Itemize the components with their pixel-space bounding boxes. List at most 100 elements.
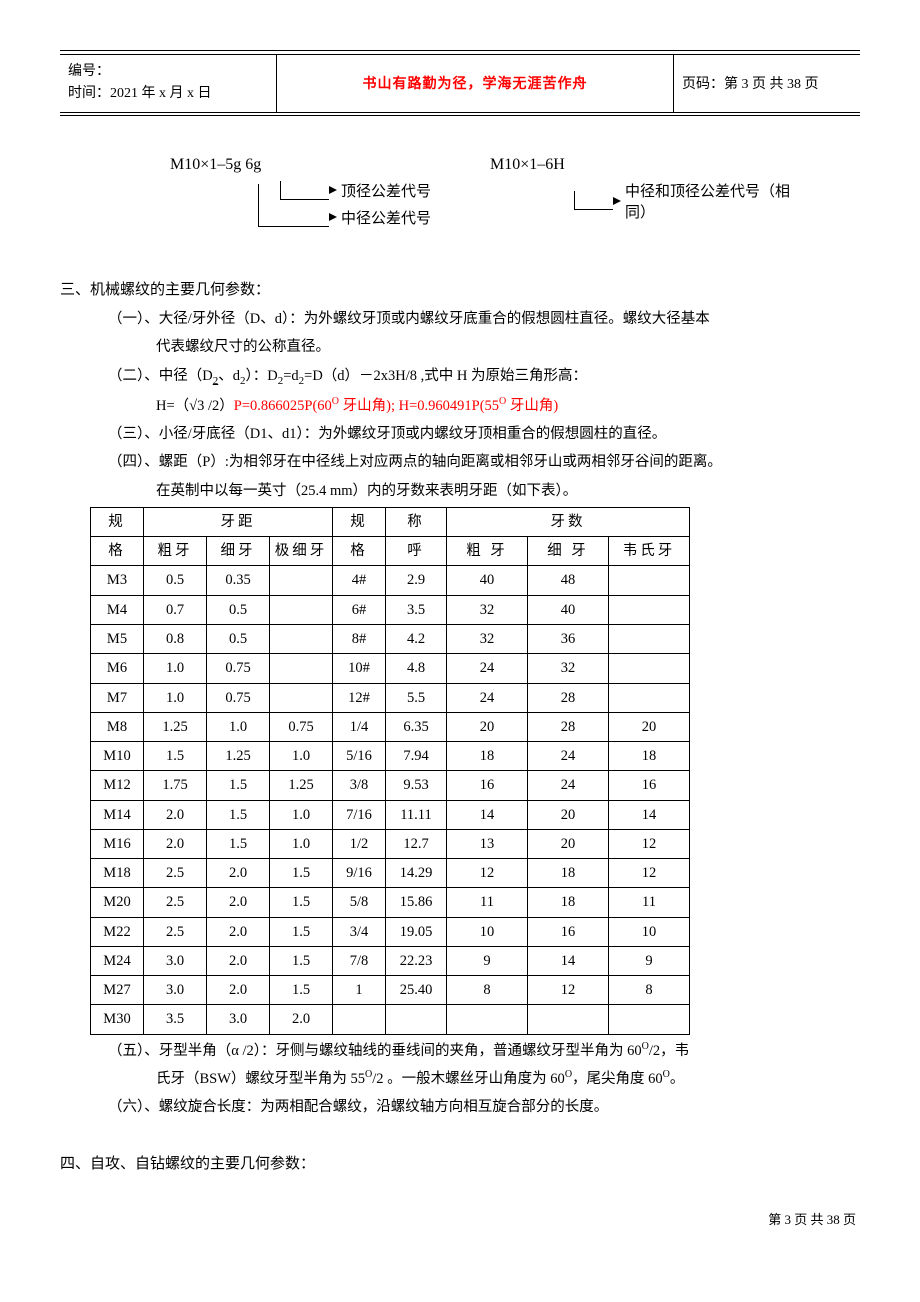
p2-h-red2: H=0.960491P(55 [395,398,499,414]
table-cell [270,595,333,624]
th-cy: 粗 牙 [447,537,528,566]
table-cell: 1.25 [270,771,333,800]
table-cell: 6.35 [386,712,447,741]
header-bottom-border [60,115,860,116]
left-code: M10×1–5g 6g [170,156,450,174]
table-cell: 13 [447,829,528,858]
table-cell: 14 [528,946,609,975]
table-cell: 8 [447,976,528,1005]
table-cell: 9 [447,946,528,975]
table-cell: 0.7 [144,595,207,624]
table-cell [609,625,690,654]
table-cell: 10# [333,654,386,683]
table-cell: 1.5 [270,976,333,1005]
table-cell: 24 [528,771,609,800]
table-row: M243.02.01.57/822.239149 [91,946,690,975]
table-cell: 8# [333,625,386,654]
table-cell: 1.0 [144,683,207,712]
table-cell: 10 [609,917,690,946]
th-gg2: 规 [333,507,386,536]
table-row: M142.01.51.07/1611.11142014 [91,800,690,829]
table-cell: M12 [91,771,144,800]
p5b-tail: 。 [670,1071,685,1087]
section-3-title: 三、机械螺纹的主要几何参数： [60,276,860,305]
table-cell: M16 [91,829,144,858]
p2-mid: ）：D [245,368,277,384]
p2-h-red1: P=0.866025P(60 [234,398,332,414]
table-cell: M14 [91,800,144,829]
table-cell: M10 [91,742,144,771]
table-cell: 7/16 [333,800,386,829]
p4-line2: 在英制中以每一英寸（25.4 mm）内的牙数来表明牙距（如下表）。 [156,477,860,505]
table-row: M61.00.7510#4.82432 [91,654,690,683]
table-cell: 1.0 [270,800,333,829]
th-hu: 呼 [386,537,447,566]
table-cell: 40 [447,566,528,595]
table-cell: 24 [447,683,528,712]
table-cell: M27 [91,976,144,1005]
page-header: 编号： 时间：2021 年 x 月 x 日 书山有路勤为径，学海无涯苦作舟 页码… [60,55,860,113]
table-cell: 4.2 [386,625,447,654]
table-cell: 2.9 [386,566,447,595]
table-cell: M3 [91,566,144,595]
table-row: M303.53.02.0 [91,1005,690,1034]
table-cell: 0.75 [207,654,270,683]
table-cell: 0.75 [270,712,333,741]
table-cell: 1/2 [333,829,386,858]
table-cell: 1.0 [270,742,333,771]
table-cell: 12 [609,859,690,888]
table-cell [270,625,333,654]
th-ws: 韦氏牙 [609,537,690,566]
section-4: 四、自攻、自钻螺纹的主要几何参数： [60,1150,860,1179]
table-row: M273.02.01.5125.408128 [91,976,690,1005]
table-cell: 25.40 [386,976,447,1005]
table-cell: 2.5 [144,888,207,917]
table-cell: 14 [447,800,528,829]
table-cell: 0.5 [207,625,270,654]
tolerance-diagram-left: M10×1–5g 6g 顶径公差代号 中径公差代号 [170,156,450,228]
table-cell: 20 [447,712,528,741]
table-row: M40.70.56#3.53240 [91,595,690,624]
table-cell: 0.5 [207,595,270,624]
table-row: M222.52.01.53/419.05101610 [91,917,690,946]
table-cell: 9 [609,946,690,975]
table-cell: 28 [528,683,609,712]
table-row: M71.00.7512#5.52428 [91,683,690,712]
th-ge: 格 [91,537,144,566]
table-header-row-2: 格 粗牙 细牙 极细牙 格 呼 粗 牙 细 牙 韦氏牙 [91,537,690,566]
table-cell: M6 [91,654,144,683]
right-label-1: 中径和顶径公差代号（相同） [625,180,810,222]
table-cell: 9.53 [386,771,447,800]
table-cell: 12# [333,683,386,712]
table-cell: 1.5 [207,800,270,829]
table-cell: 28 [528,712,609,741]
table-cell: 1.0 [144,654,207,683]
table-cell: M20 [91,888,144,917]
table-body: M30.50.354#2.94048M40.70.56#3.53240M50.8… [91,566,690,1034]
table-cell: 11.11 [386,800,447,829]
table-cell: 1.5 [207,771,270,800]
table-cell: 15.86 [386,888,447,917]
header-right-cell: 页码：第 3 页 共 38 页 [674,55,861,112]
section-3: 三、机械螺纹的主要几何参数： （一）、大径/牙外径（D、d）：为外螺纹牙顶或内螺… [60,276,860,1122]
p2-unit1: 牙山角); [339,398,395,414]
table-cell: 1.5 [144,742,207,771]
table-cell: 2.0 [207,946,270,975]
p1-line1: （一）、大径/牙外径（D、d）：为外螺纹牙顶或内螺纹牙底重合的假想圆柱直径。螺纹… [108,305,860,333]
table-cell: 0.8 [144,625,207,654]
table-cell: 24 [447,654,528,683]
table-cell: 36 [528,625,609,654]
table-cell: 5.5 [386,683,447,712]
p2-prefix: （二）、中径（D [108,368,213,384]
table-cell: 3/4 [333,917,386,946]
arrow-head-icon [329,213,337,221]
table-cell: 16 [447,771,528,800]
page-footer: 第 3 页 共 38 页 [60,1209,860,1228]
table-cell [609,1005,690,1034]
tolerance-diagram-row: M10×1–5g 6g 顶径公差代号 中径公差代号 M10×1–6H 中径和顶径… [60,156,860,228]
left-label-2: 中径公差代号 [341,207,431,228]
table-header-row-1: 规 牙距 规 称 牙数 [91,507,690,536]
th-ge2: 格 [333,537,386,566]
p5b-mid: /2 。一般木螺丝牙山角度为 60 [372,1071,565,1087]
table-cell: 4# [333,566,386,595]
